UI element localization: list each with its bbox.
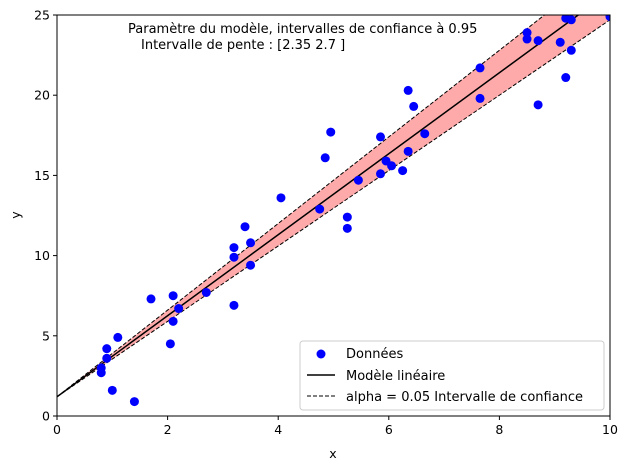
y-tick-label: 5	[42, 328, 50, 343]
data-point	[229, 300, 239, 310]
data-point	[229, 252, 239, 262]
x-tick-label: 10	[602, 422, 618, 437]
x-tick-label: 6	[385, 422, 393, 437]
x-axis-label: x	[329, 446, 336, 461]
data-point	[113, 332, 123, 342]
data-point	[146, 294, 156, 304]
data-points	[96, 15, 610, 407]
data-point	[107, 385, 117, 395]
confidence-upper-line	[57, 15, 546, 398]
data-point	[475, 93, 485, 103]
x-tick-label: 0	[53, 422, 61, 437]
data-point	[201, 287, 211, 297]
data-point	[561, 73, 571, 83]
data-point	[246, 260, 256, 270]
y-axis-ticks: 0 5 10 15 20 25	[34, 8, 57, 424]
y-axis-label: y	[8, 211, 23, 219]
data-point	[522, 28, 532, 38]
data-point	[320, 153, 330, 163]
legend-line-label: Modèle linéaire	[346, 369, 445, 384]
chart-title-line-1: Paramètre du modèle, intervalles de conf…	[128, 22, 477, 37]
x-tick-label: 2	[164, 422, 172, 437]
data-point	[420, 129, 430, 139]
data-point	[165, 339, 175, 349]
y-tick-label: 25	[34, 8, 50, 23]
data-point	[533, 100, 543, 110]
data-point	[276, 193, 286, 203]
data-point	[96, 368, 106, 378]
x-tick-label: 4	[274, 422, 282, 437]
plot-frame	[56, 14, 611, 417]
data-point	[387, 161, 397, 171]
confidence-band	[57, 15, 610, 397]
data-point	[168, 291, 178, 301]
data-point	[240, 222, 250, 232]
data-point	[229, 243, 239, 253]
data-point	[342, 223, 352, 233]
data-point	[555, 37, 565, 47]
data-point	[102, 344, 112, 354]
legend-points-label: Données	[346, 347, 403, 362]
data-point	[566, 45, 576, 55]
data-point	[403, 146, 413, 156]
data-point	[475, 63, 485, 73]
y-tick-label: 10	[34, 248, 50, 263]
data-point	[533, 36, 543, 46]
data-point	[174, 304, 184, 314]
data-point	[129, 397, 139, 407]
legend-box	[299, 340, 605, 411]
data-point	[342, 212, 352, 222]
confidence-lower-line	[57, 19, 610, 398]
legend: Données Modèle linéaire alpha = 0.05 Int…	[299, 340, 605, 411]
data-point	[102, 353, 112, 363]
data-point	[566, 15, 576, 25]
data-point	[315, 204, 325, 214]
data-point	[605, 15, 610, 22]
data-point	[246, 238, 256, 248]
x-tick-label: 8	[495, 422, 503, 437]
data-point	[376, 169, 386, 179]
plot-area	[57, 15, 610, 407]
y-tick-label: 0	[42, 409, 50, 424]
data-point	[403, 85, 413, 95]
data-point	[326, 127, 336, 137]
data-point	[168, 316, 178, 326]
data-point	[398, 166, 408, 176]
x-axis-ticks: 0 2 4 6 8 10	[53, 416, 618, 437]
data-point	[409, 101, 419, 111]
legend-ci-label: alpha = 0.05 Intervalle de confiance	[346, 390, 583, 405]
chart-title-line-2: Intervalle de pente : [2.35 2.7 ]	[141, 38, 345, 53]
data-point	[376, 132, 386, 142]
legend-points-marker	[316, 349, 326, 359]
linear-model-line	[57, 15, 580, 398]
data-point	[522, 34, 532, 44]
data-point	[353, 175, 363, 185]
y-tick-label: 15	[34, 168, 50, 183]
y-tick-label: 20	[34, 88, 50, 103]
